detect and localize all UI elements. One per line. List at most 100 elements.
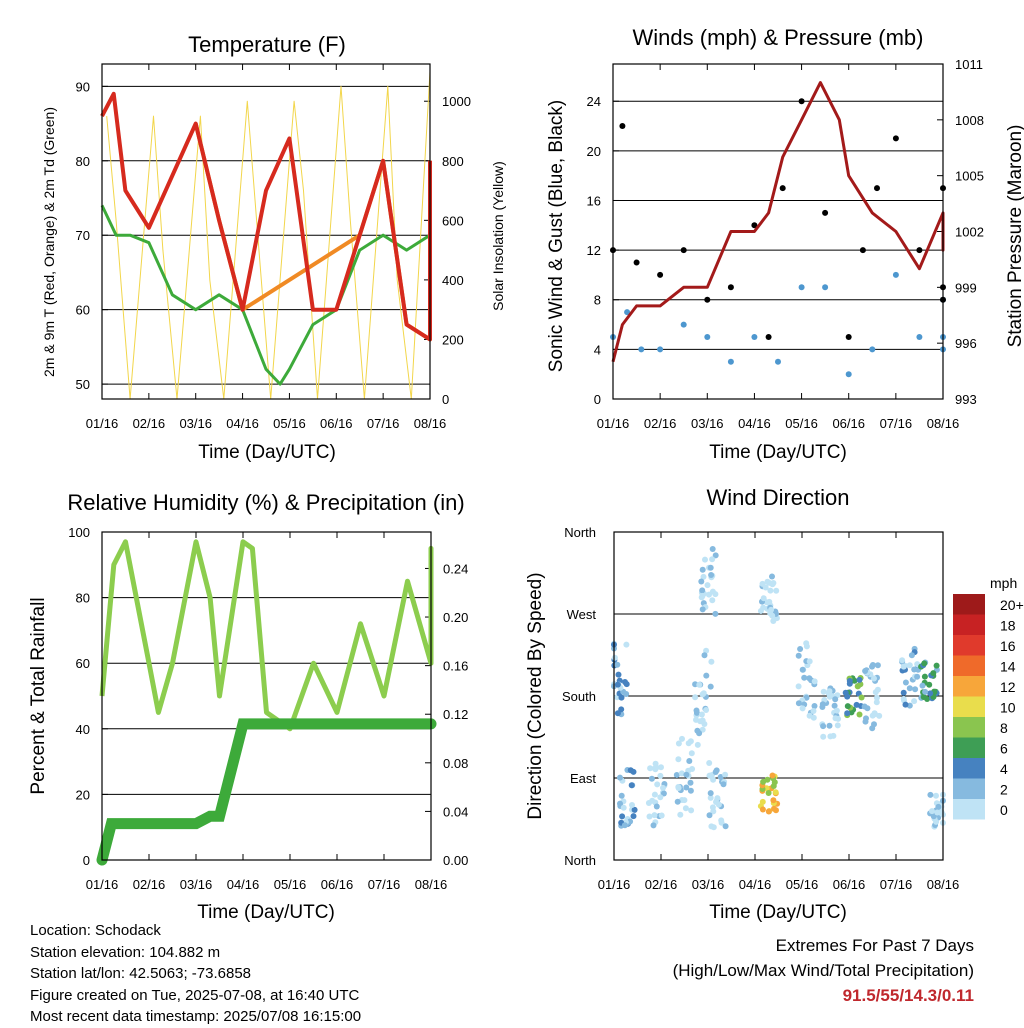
y-tick-label: 40 [76, 722, 90, 737]
temperature-ylabel-right: Solar Insolation (Yellow) [490, 161, 506, 311]
y2-tick-label: 0.00 [443, 853, 468, 868]
direction-point [759, 580, 766, 587]
direction-point [631, 806, 638, 813]
sonic-wind-point [798, 284, 805, 291]
direction-point [699, 587, 706, 594]
gust-point [779, 185, 786, 192]
direction-point [908, 652, 915, 659]
x-tick-label: 08/16 [415, 877, 448, 892]
winds-ylabel: Sonic Wind & Gust (Blue, Black) [546, 100, 567, 372]
x-tick-label: 03/16 [692, 877, 725, 892]
direction-point [651, 812, 658, 819]
x-tick-label: 01/16 [86, 877, 119, 892]
y-tick-label: 24 [587, 94, 601, 109]
direction-point [657, 794, 664, 801]
sonic-wind-point [680, 321, 687, 328]
direction-point [689, 766, 696, 772]
colorbar-swatch [953, 778, 985, 799]
direction-point [688, 750, 695, 757]
direction-point [811, 678, 818, 685]
gust-point [765, 334, 772, 340]
direction-point [933, 792, 939, 799]
direction-point [759, 798, 766, 805]
gust-point [874, 185, 880, 192]
x-tick-label: 04/16 [226, 416, 259, 431]
x-tick-label: 07/16 [880, 416, 913, 431]
x-tick-label: 06/16 [320, 416, 353, 431]
direction-point [856, 711, 863, 718]
y2-tick-label: 0.16 [443, 659, 468, 674]
y-tick-label: 90 [76, 79, 90, 94]
direction-point [694, 727, 701, 734]
direction-point [773, 587, 780, 594]
x-tick-label: 06/16 [832, 416, 865, 431]
sonic-wind-point [822, 284, 829, 291]
y2-tick-label: 0.24 [443, 561, 468, 576]
direction-point [629, 802, 635, 808]
direction-point [703, 647, 710, 654]
colorbar-unit: mph [990, 575, 1017, 591]
colorbar-swatch [953, 696, 985, 717]
direction-point [722, 823, 729, 830]
direction-point [902, 701, 909, 708]
precipitation-line [96, 718, 437, 866]
direction-point [686, 758, 693, 764]
direction-point [930, 670, 937, 677]
direction-point [765, 790, 772, 796]
y-tick-label: 12 [587, 243, 601, 258]
direction-point [927, 791, 934, 798]
direction-point [614, 661, 621, 668]
y2-tick-label: 1011 [955, 57, 983, 72]
direction-point [675, 740, 682, 747]
direction-point [708, 658, 715, 665]
gust-point [751, 222, 758, 229]
colorbar-label: 18 [1000, 618, 1016, 634]
direction-point [833, 707, 840, 714]
direction-point [693, 709, 700, 716]
direction-point [900, 663, 907, 670]
direction-point [706, 760, 713, 766]
direction-point [706, 812, 713, 819]
direction-point [760, 604, 767, 611]
plot-frame [612, 63, 944, 400]
direction-point [620, 804, 627, 811]
direction-point [647, 765, 654, 772]
direction-point [617, 800, 623, 807]
direction-point [614, 681, 621, 688]
colorbar-label: 14 [1000, 659, 1016, 675]
plot-frame [101, 531, 432, 861]
y-tick-label: 80 [76, 154, 90, 169]
direction-point [906, 662, 913, 669]
direction-point [630, 813, 637, 820]
direction-point [699, 717, 706, 724]
direction-point [720, 781, 727, 788]
direction-point [698, 711, 705, 718]
y2-tick-label: 0.12 [443, 707, 468, 722]
direction-point [703, 672, 710, 679]
y2-tick-label: 400 [442, 273, 464, 288]
x-tick-label: 01/16 [597, 416, 630, 431]
direction-point [709, 597, 716, 604]
direction-point [722, 771, 729, 778]
direction-point [906, 685, 913, 692]
winds-panel: Winds (mph) & Pressure (mb) Time (Day/UT… [546, 25, 1024, 463]
y2-tick-label: 0 [442, 392, 449, 407]
y-tick-label: 0 [83, 853, 90, 868]
y-tick-label: East [570, 771, 596, 786]
humidity-xlabel: Time (Day/UTC) [197, 902, 335, 923]
direction-point [871, 675, 877, 682]
direction-point [708, 823, 715, 830]
direction-point [712, 769, 719, 775]
direction-point [869, 663, 875, 670]
direction-point [929, 808, 935, 815]
y-tick-label: West [567, 607, 597, 622]
x-tick-label: 08/16 [927, 877, 960, 892]
direction-point [911, 666, 918, 673]
direction-point [688, 807, 695, 814]
sonic-wind-point [845, 371, 852, 378]
direction-point [769, 573, 775, 580]
direction-point [718, 819, 725, 826]
direction-point [696, 681, 703, 688]
x-tick-label: 02/16 [645, 877, 678, 892]
